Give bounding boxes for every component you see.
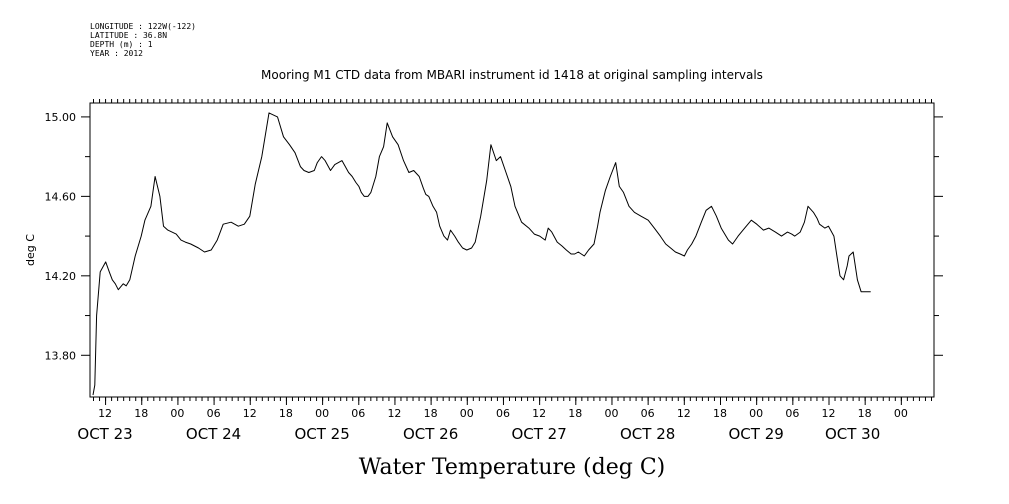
x-hour-label: 18 xyxy=(279,407,293,420)
x-hour-label: 06 xyxy=(496,407,510,420)
x-hour-label: 06 xyxy=(641,407,655,420)
x-date-label: OCT 24 xyxy=(186,425,241,443)
x-hour-label: 00 xyxy=(604,407,618,420)
x-hour-label: 00 xyxy=(894,407,908,420)
x-date-label: OCT 25 xyxy=(294,425,349,443)
x-hour-label: 06 xyxy=(351,407,365,420)
x-hour-label: 18 xyxy=(134,407,148,420)
plot-frame xyxy=(89,99,935,401)
x-date-label: OCT 28 xyxy=(620,425,675,443)
header-year: YEAR : 2012 xyxy=(90,49,143,58)
x-date-label: OCT 30 xyxy=(825,425,880,443)
chart-title: Mooring M1 CTD data from MBARI instrumen… xyxy=(261,68,763,82)
y-axis-label: deg C xyxy=(24,234,37,266)
x-hour-label: 12 xyxy=(532,407,546,420)
x-hour-label: 18 xyxy=(568,407,582,420)
x-date-label: OCT 27 xyxy=(511,425,566,443)
x-hour-label: 12 xyxy=(387,407,401,420)
x-hour-label: 18 xyxy=(713,407,727,420)
x-hour-label: 00 xyxy=(315,407,329,420)
y-tick-label: 13.80 xyxy=(45,349,77,362)
x-axis: 12 18 00 06 12 18 00 06 12 18 00 06 12 18 00 06 12 18 00 06… xyxy=(77,397,908,443)
x-hour-label: 00 xyxy=(749,407,763,420)
header-depth: DEPTH (m) : 1 xyxy=(90,40,153,49)
x-hour-label: 12 xyxy=(677,407,691,420)
x-hour-label: 06 xyxy=(785,407,799,420)
x-hour-label: 00 xyxy=(170,407,184,420)
x-hour-label: 18 xyxy=(424,407,438,420)
x-hour-label: 18 xyxy=(858,407,872,420)
x-hour-label: 12 xyxy=(822,407,836,420)
x-hour-label: 00 xyxy=(460,407,474,420)
series-line xyxy=(92,112,871,396)
header-latitude: LATITUDE : 36.8N xyxy=(90,31,168,40)
x-axis-label: Water Temperature (deg C) xyxy=(359,455,666,480)
x-date-label: OCT 29 xyxy=(729,425,784,443)
y-axis: 13.80 14.20 14.60 15.00 xyxy=(45,111,943,362)
y-tick-label: 15.00 xyxy=(45,111,77,124)
y-tick-label: 14.20 xyxy=(45,270,77,283)
x-date-label: OCT 26 xyxy=(403,425,458,443)
header-longitude: LONGITUDE : 122W(-122) xyxy=(90,22,196,31)
x-hour-label: 12 xyxy=(243,407,257,420)
x-date-label: OCT 23 xyxy=(77,425,132,443)
x-hour-label: 06 xyxy=(207,407,221,420)
y-tick-label: 14.60 xyxy=(45,190,77,203)
plot-border xyxy=(89,102,935,398)
x-hour-label: 12 xyxy=(98,407,112,420)
